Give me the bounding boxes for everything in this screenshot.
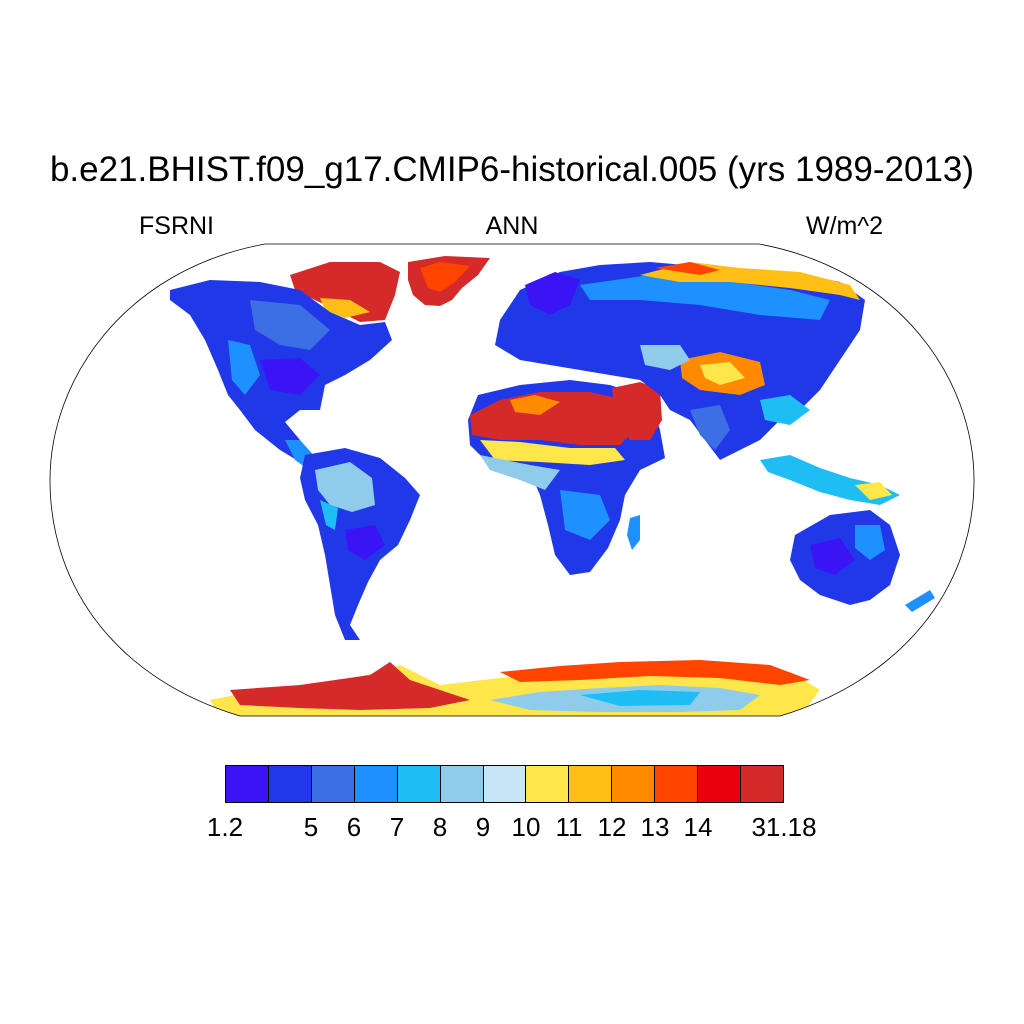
season-label: ANN	[485, 212, 539, 240]
colorbar-swatch	[741, 766, 783, 802]
colorbar-swatch	[655, 766, 699, 802]
madagascar-region	[627, 515, 640, 550]
new-zealand-region	[905, 590, 935, 612]
colorbar-swatch	[226, 766, 269, 802]
greenland-region	[420, 262, 470, 292]
colorbar-swatch	[311, 766, 355, 802]
colorbar-swatch	[440, 766, 484, 802]
variable-label: FSRNI	[139, 212, 214, 240]
south-america-region	[345, 525, 385, 560]
colorbar-swatch	[268, 766, 312, 802]
scandinavia-region	[525, 272, 580, 315]
africa-region	[560, 490, 610, 540]
colorbar-swatch	[526, 766, 570, 802]
africa-region	[480, 455, 560, 490]
colorbar	[225, 765, 784, 803]
south-america-region	[320, 500, 338, 530]
map-boundary	[49, 243, 975, 717]
colorbar-tick-label: 11	[555, 812, 583, 842]
colorbar-swatch	[483, 766, 527, 802]
colorbar-tick-label: 6	[346, 812, 362, 842]
colorbar-swatch	[569, 766, 613, 802]
plot-title: b.e21.BHIST.f09_g17.CMIP6-historical.005…	[49, 150, 975, 189]
eurasia-region	[580, 275, 830, 320]
arabia-region	[612, 382, 662, 440]
australia-region	[855, 525, 885, 560]
units-label: W/m^2	[805, 212, 883, 240]
colorbar-tick-label: 31.18	[751, 812, 817, 842]
antarctica-region	[230, 662, 470, 710]
colorbar-tick-label: 8	[432, 812, 448, 842]
colorbar-tick-label: 14	[683, 812, 713, 842]
colorbar-tick-label: 10	[511, 812, 541, 842]
colorbar-tick-label: 12	[597, 812, 627, 842]
colorbar-tick-label: 13	[640, 812, 670, 842]
north-america-region	[250, 300, 330, 350]
maritime-asia-region	[855, 482, 892, 500]
colorbar-tick-labels: 1.2 5 6 7 8 9 10 11 12 13 14 31.18	[0, 812, 1024, 848]
antarctica-region	[580, 690, 700, 706]
eurasia-region	[640, 345, 690, 370]
south-america-region	[315, 462, 375, 512]
australia-region	[810, 538, 855, 575]
colorbar-tick-label: 9	[475, 812, 491, 842]
eurasia-region	[690, 405, 730, 450]
arctic-islands-region	[290, 262, 400, 322]
colorbar-tick-label: 7	[389, 812, 405, 842]
colorbar-tick-label: 1.2	[206, 812, 244, 842]
antarctica-region	[500, 660, 810, 685]
land-fields	[170, 256, 935, 716]
colorbar-swatch	[354, 766, 398, 802]
eurasia-region	[655, 262, 720, 275]
north-america-region	[260, 358, 320, 395]
colorbar-swatch	[698, 766, 742, 802]
colorbar-swatch	[397, 766, 441, 802]
colorbar-tick-label: 5	[303, 812, 319, 842]
africa-region	[510, 395, 560, 415]
eurasia-region	[760, 395, 810, 425]
arctic-islands-region	[320, 298, 370, 318]
colorbar-swatch	[612, 766, 656, 802]
africa-region	[480, 440, 625, 465]
north-america-region	[228, 340, 260, 395]
eurasia-region	[700, 362, 745, 385]
